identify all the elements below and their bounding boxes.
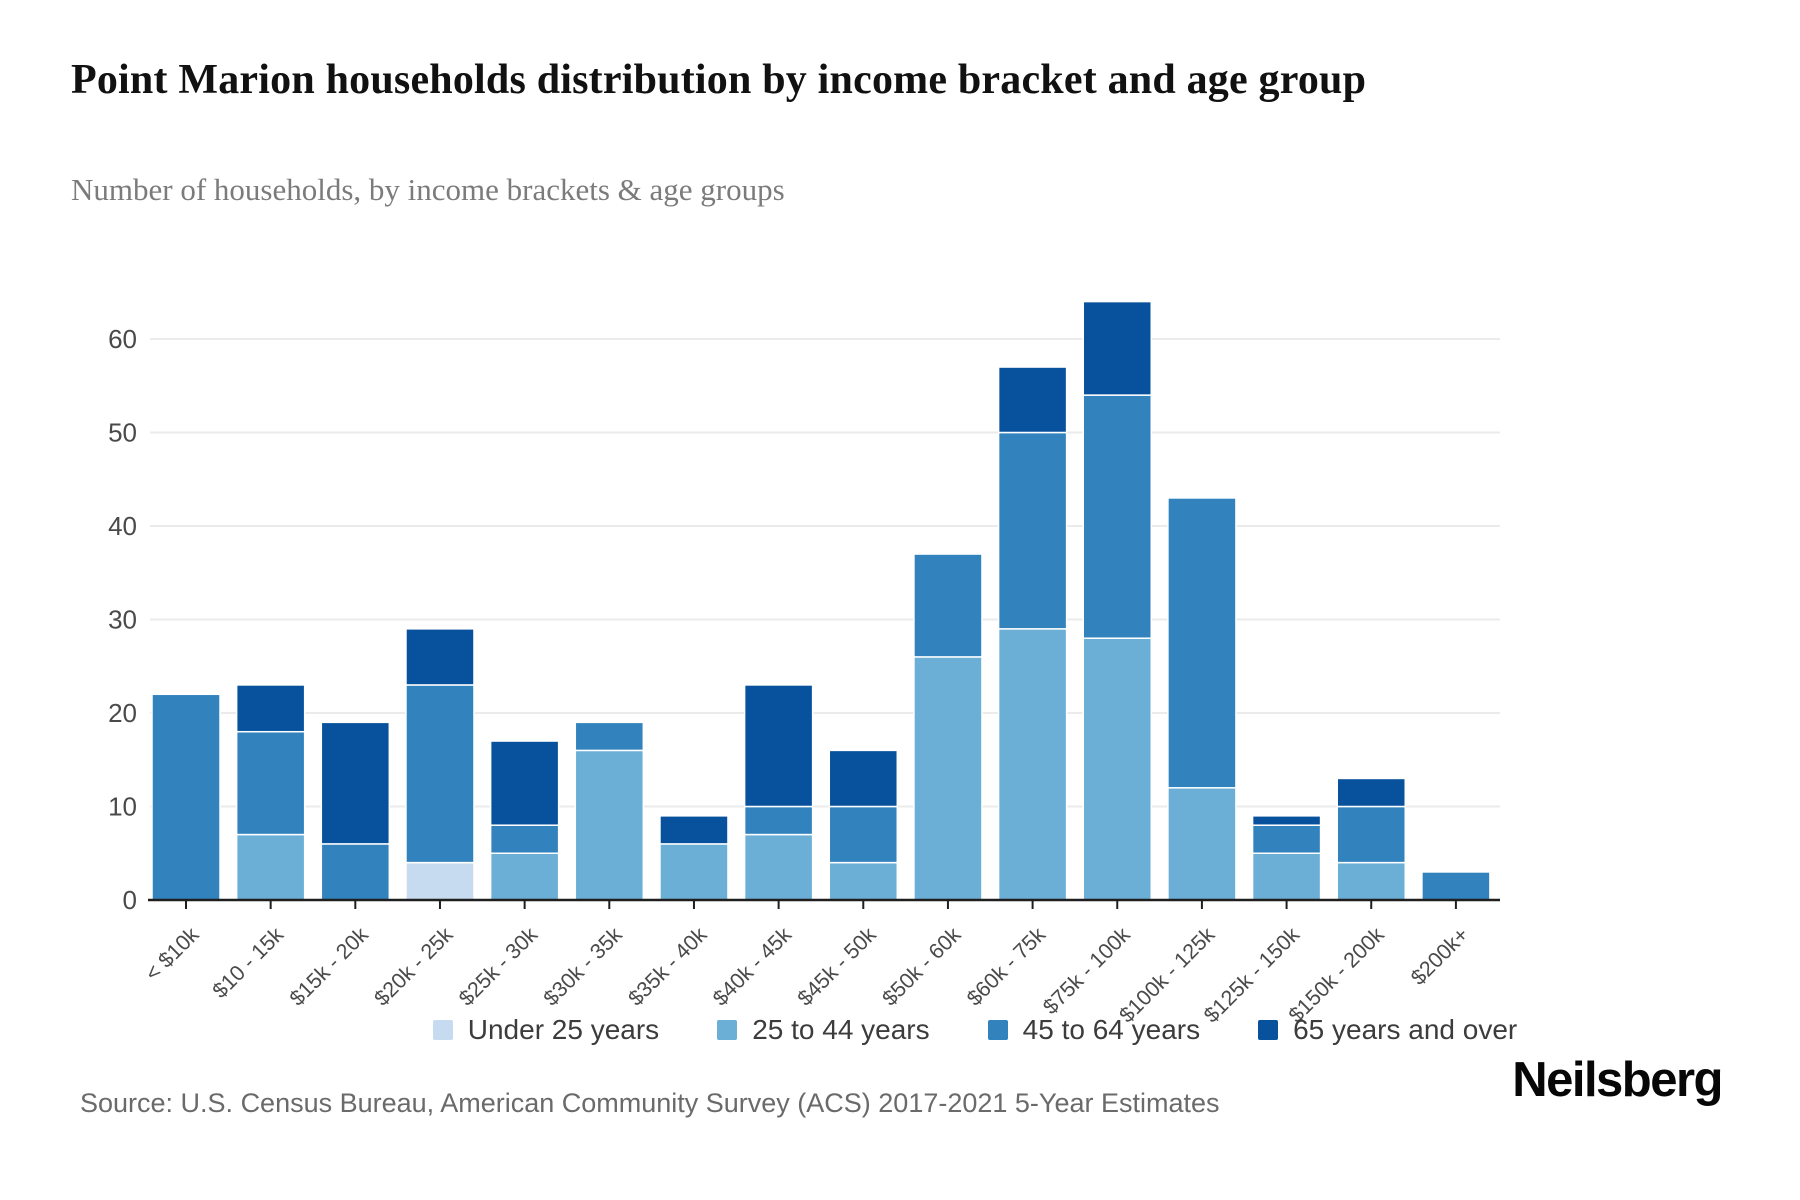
bar-segment bbox=[1167, 497, 1237, 789]
bar-segment bbox=[489, 824, 560, 855]
legend-item-2: 25 to 44 years bbox=[717, 1014, 930, 1046]
y-tick-label: 60 bbox=[108, 324, 137, 354]
bar-segment bbox=[1167, 787, 1237, 901]
y-tick-label: 20 bbox=[108, 698, 137, 728]
bar-segment bbox=[1082, 300, 1153, 396]
bar-segment bbox=[235, 730, 306, 836]
x-tick-label: $45k - 50k bbox=[793, 922, 881, 1010]
bar-segment bbox=[1421, 871, 1491, 901]
bar-segment bbox=[1082, 394, 1153, 639]
bar-segment bbox=[828, 749, 899, 808]
y-tick-label: 50 bbox=[108, 418, 137, 448]
bar-segment bbox=[405, 628, 475, 686]
page-title: Point Marion households distribution by … bbox=[71, 57, 1367, 103]
bar-segment bbox=[913, 656, 983, 901]
x-tick-label: < $10k bbox=[140, 922, 203, 985]
legend-item-4: 65 years and over bbox=[1258, 1014, 1517, 1046]
x-tick-label: $200k+ bbox=[1406, 923, 1473, 990]
bar-segment bbox=[1251, 852, 1322, 901]
source-note: Source: U.S. Census Bureau, American Com… bbox=[80, 1088, 1220, 1118]
x-tick-label: $25k - 30k bbox=[454, 922, 542, 1010]
brand-logo: Neilsberg bbox=[1512, 1053, 1723, 1107]
bar-segment bbox=[1336, 805, 1406, 864]
page-subtitle: Number of households, by income brackets… bbox=[71, 172, 785, 207]
x-tick-label: $30k - 35k bbox=[539, 922, 627, 1010]
x-tick-label: $35k - 40k bbox=[624, 922, 712, 1010]
bar-segment bbox=[1251, 824, 1322, 855]
legend-swatch-icon bbox=[987, 1020, 1008, 1040]
bar-segment bbox=[405, 861, 475, 901]
bar-segment bbox=[574, 749, 645, 901]
legend-item-3: 45 to 64 years bbox=[987, 1014, 1201, 1046]
bar-segment bbox=[405, 684, 475, 864]
bar-segment bbox=[997, 628, 1068, 901]
bar-segment bbox=[574, 721, 645, 752]
x-tick-label: $10 - 15k bbox=[208, 922, 289, 1003]
bar-segment bbox=[913, 553, 983, 658]
x-tick-label: $20k - 25k bbox=[370, 922, 458, 1010]
legend-label: 65 years and over bbox=[1293, 1014, 1518, 1045]
bar-segment bbox=[828, 861, 899, 901]
y-tick-label: 40 bbox=[108, 511, 137, 541]
legend-label: Under 25 years bbox=[467, 1014, 660, 1045]
bar-segment bbox=[235, 833, 306, 901]
bar-segment bbox=[1082, 637, 1153, 901]
bar-segment bbox=[659, 815, 729, 845]
legend-swatch-icon bbox=[1258, 1020, 1279, 1040]
y-tick-label: 30 bbox=[108, 605, 137, 635]
bar-segment bbox=[320, 843, 391, 901]
legend-swatch-icon bbox=[717, 1020, 738, 1040]
bar-segment bbox=[743, 805, 814, 836]
bar-segment bbox=[151, 693, 221, 901]
chart-legend: Under 25 years 25 to 44 years 45 to 64 yea… bbox=[150, 1006, 1800, 1054]
legend-label: 25 to 44 years bbox=[752, 1014, 930, 1045]
bar-segment bbox=[659, 843, 729, 901]
bar-segment bbox=[489, 852, 560, 901]
bar-segment bbox=[743, 684, 814, 808]
bar-segment bbox=[235, 684, 306, 733]
bar-segment bbox=[743, 833, 814, 901]
y-tick-label: 0 bbox=[123, 885, 137, 915]
x-tick-label: $50k - 60k bbox=[878, 922, 966, 1010]
bar-segment bbox=[1336, 861, 1406, 901]
x-tick-label: $40k - 45k bbox=[708, 922, 796, 1010]
bar-segment bbox=[997, 366, 1068, 434]
bar-segment bbox=[828, 805, 899, 864]
bar-segment bbox=[489, 740, 560, 826]
bar-segment bbox=[1336, 777, 1406, 808]
x-tick-label: $15k - 20k bbox=[285, 922, 373, 1010]
bar-segment bbox=[1251, 815, 1322, 826]
bar-segment bbox=[997, 431, 1068, 630]
bar-segment bbox=[320, 721, 391, 845]
legend-item-1: Under 25 years bbox=[432, 1014, 660, 1046]
x-tick-label: $60k - 75k bbox=[962, 922, 1050, 1010]
legend-label: 45 to 64 years bbox=[1022, 1014, 1201, 1045]
y-tick-label: 10 bbox=[108, 792, 137, 822]
legend-swatch-icon bbox=[432, 1020, 453, 1040]
